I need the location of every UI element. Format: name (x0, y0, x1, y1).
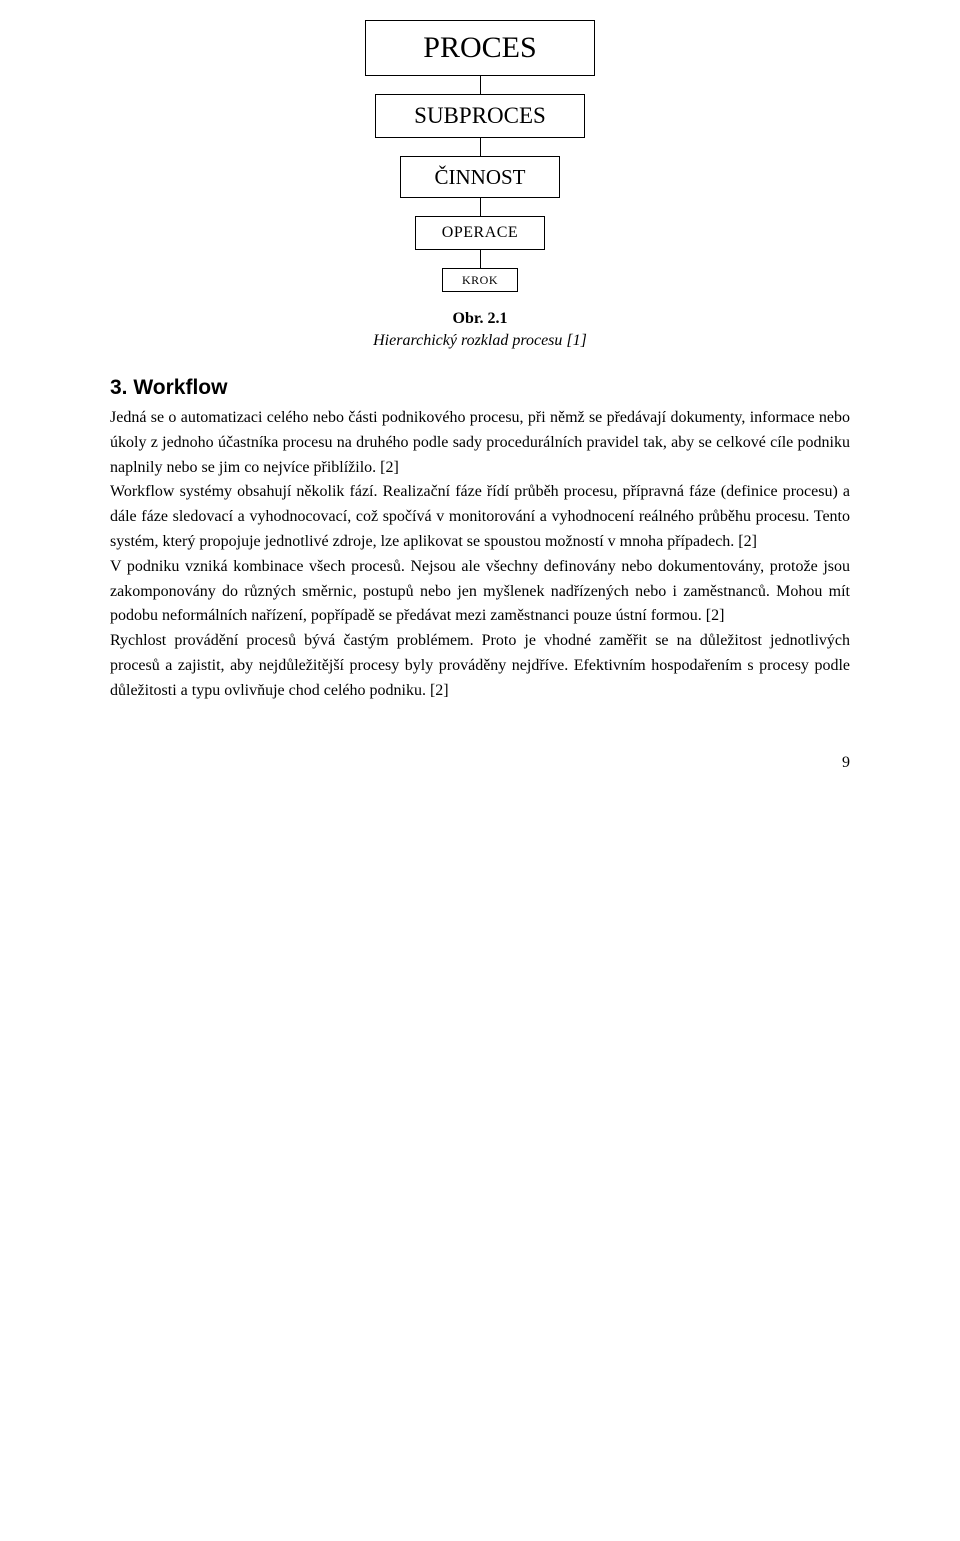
diagram-node-proces: PROCES (365, 20, 595, 76)
hierarchy-diagram: PROCES SUBPROCES ČINNOST OPERACE KROK (110, 20, 850, 292)
caption-text: Hierarchický rozklad procesu [1] (110, 332, 850, 350)
page-number: 9 (110, 754, 850, 772)
paragraph: V podniku vzniká kombinace všech procesů… (110, 555, 850, 629)
section-body: Jedná se o automatizaci celého nebo část… (110, 406, 850, 704)
section-heading: 3. Workflow (110, 376, 850, 400)
diagram-connector (480, 198, 481, 216)
diagram-node-krok: KROK (442, 268, 518, 292)
caption-number: Obr. 2.1 (110, 310, 850, 328)
diagram-node-subproces: SUBPROCES (375, 94, 585, 138)
paragraph: Jedná se o automatizaci celého nebo část… (110, 406, 850, 480)
diagram-connector (480, 138, 481, 156)
diagram-node-cinnost: ČINNOST (400, 156, 560, 198)
diagram-connector (480, 250, 481, 268)
paragraph: Workflow systémy obsahují několik fází. … (110, 480, 850, 554)
diagram-node-operace: OPERACE (415, 216, 545, 250)
figure-caption: Obr. 2.1 Hierarchický rozklad procesu [1… (110, 310, 850, 350)
diagram-connector (480, 76, 481, 94)
paragraph: Rychlost provádění procesů bývá častým p… (110, 629, 850, 703)
